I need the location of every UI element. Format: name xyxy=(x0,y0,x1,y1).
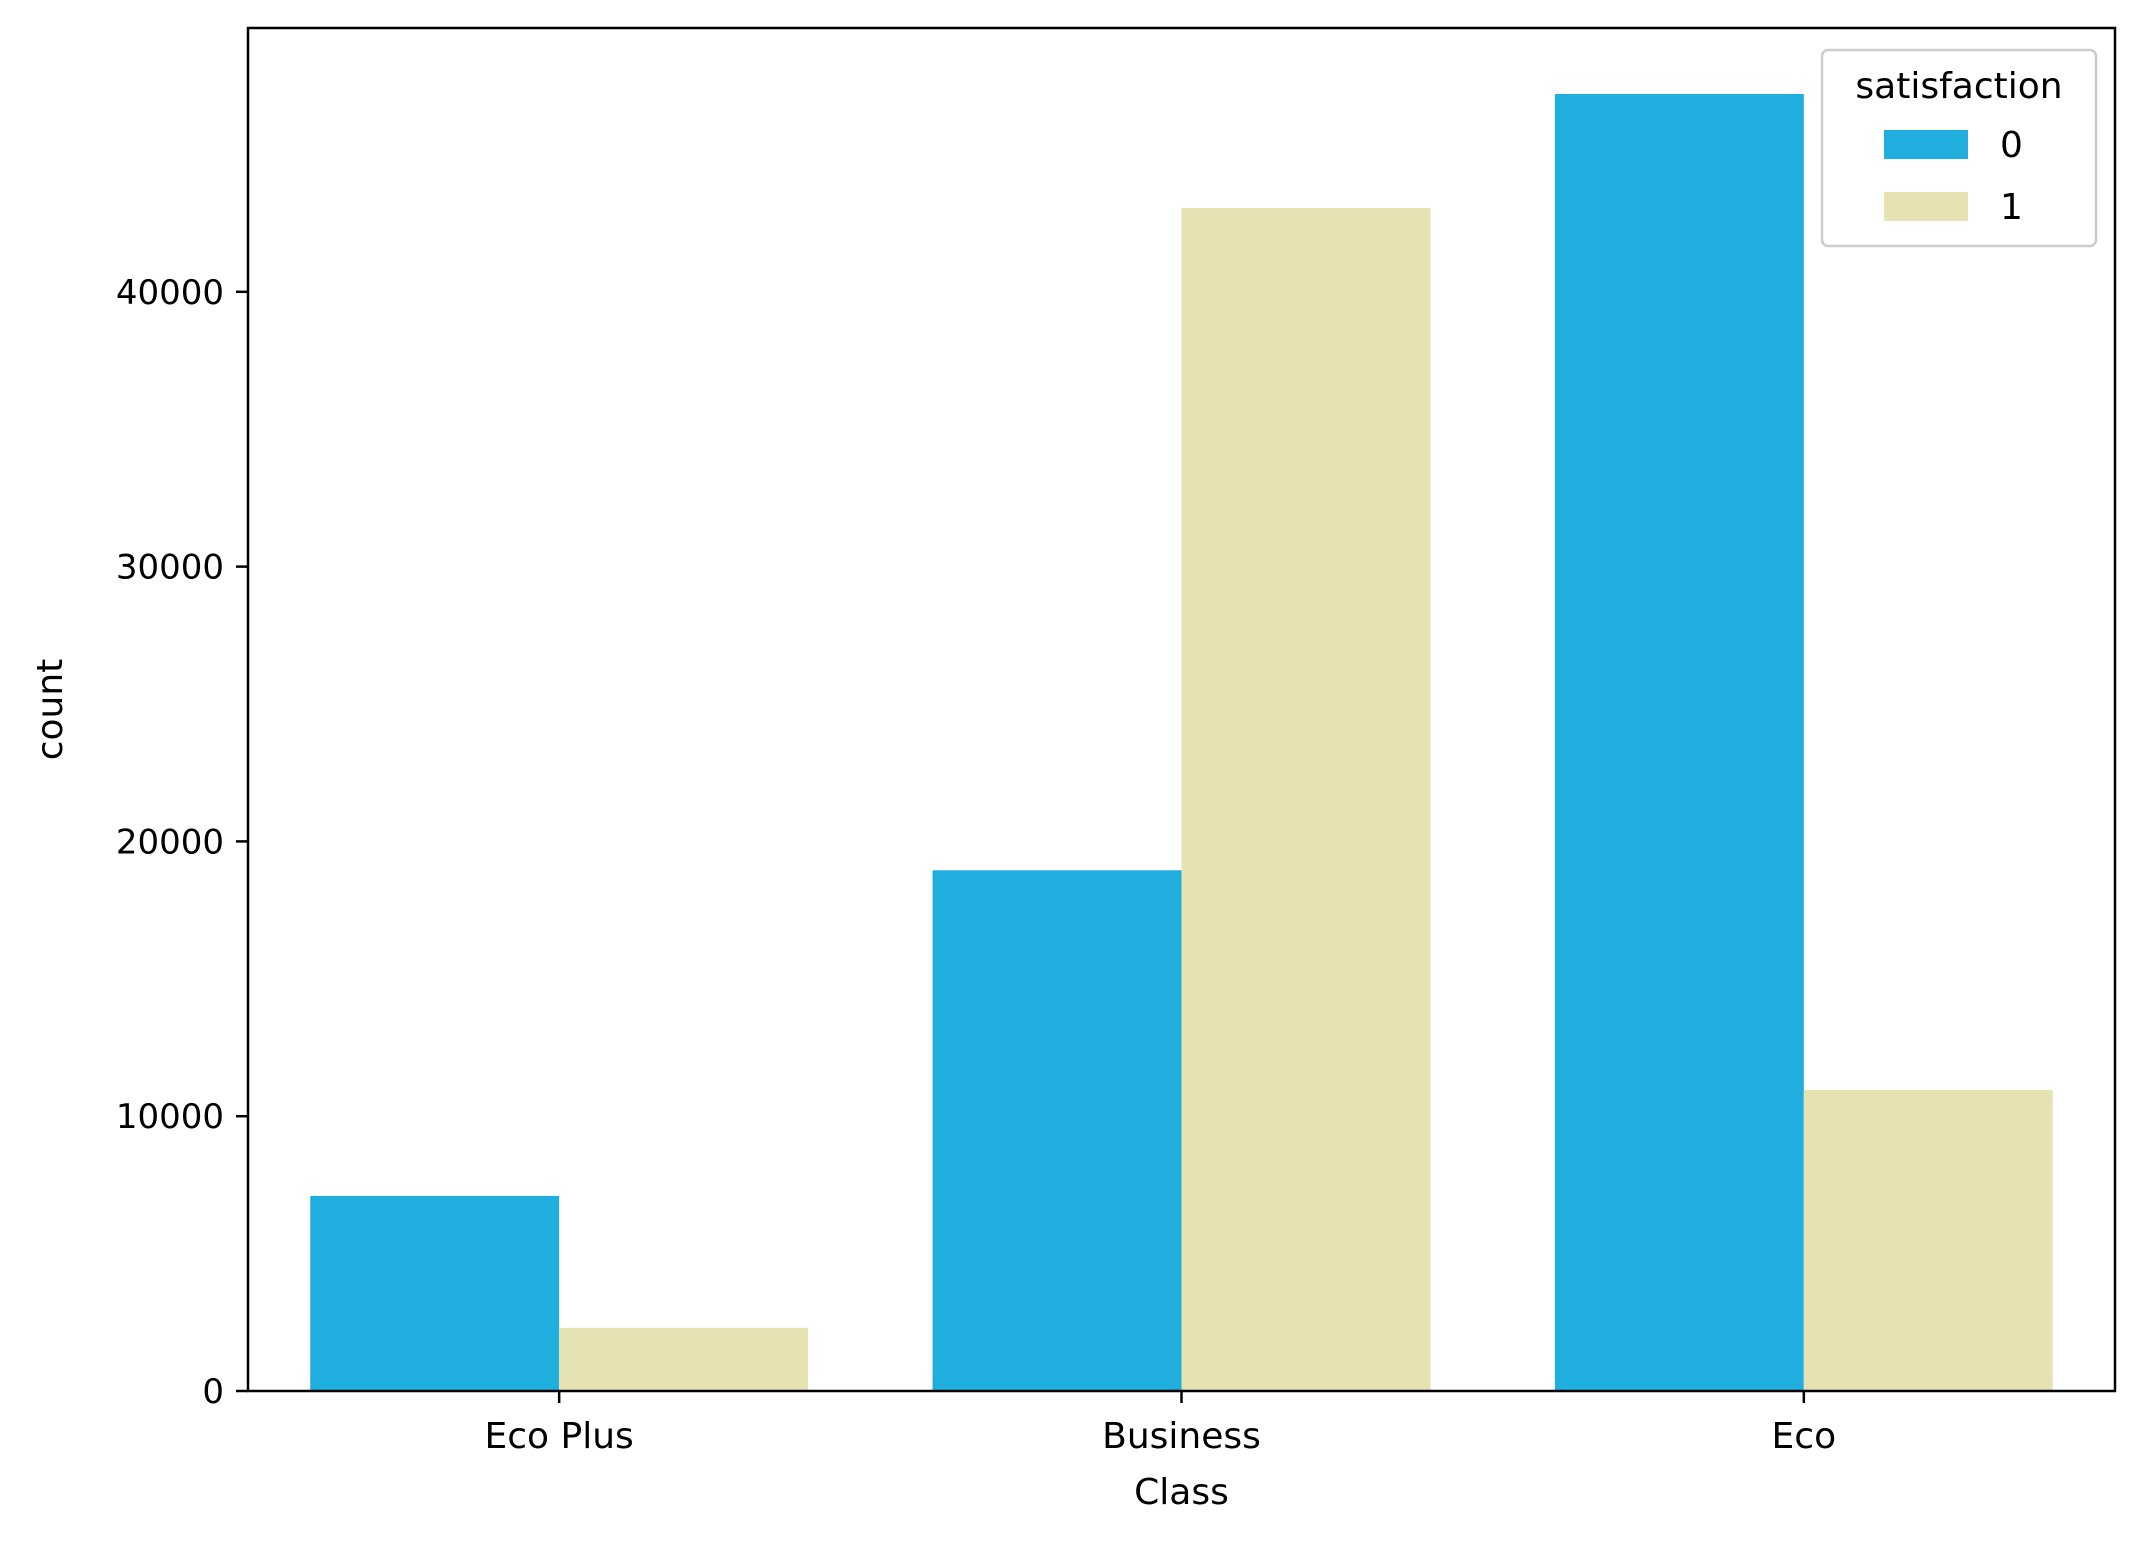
legend-swatch xyxy=(1884,130,1968,159)
y-tick-label: 40000 xyxy=(116,273,224,313)
bar-eco-series-1 xyxy=(1803,1090,2053,1391)
x-tick-label: Business xyxy=(1102,1416,1261,1457)
y-tick-label: 30000 xyxy=(116,548,224,588)
y-tick-label: 20000 xyxy=(116,822,224,862)
legend-label: 1 xyxy=(2000,187,2023,228)
x-tick-label: Eco xyxy=(1772,1416,1837,1457)
y-tick-label: 0 xyxy=(202,1372,224,1412)
legend: satisfaction 01 xyxy=(1820,48,2098,248)
bar-eco-series-0 xyxy=(1554,93,1804,1391)
y-tick-label: 10000 xyxy=(116,1097,224,1137)
legend-swatch xyxy=(1884,192,1968,221)
x-tick-label: Eco Plus xyxy=(485,1416,634,1457)
bar-business-series-1 xyxy=(1181,207,1431,1392)
bars-group xyxy=(310,93,2053,1392)
bar-eco-plus-series-0 xyxy=(310,1195,560,1391)
bar-eco-plus-series-1 xyxy=(559,1327,809,1391)
legend-title: satisfaction xyxy=(1855,66,2062,107)
axes-group: 0 10000 20000 30000 40000 Eco Plus Business Eco xyxy=(116,26,2117,1457)
legend-entries: 01 xyxy=(1884,125,2023,228)
bar-business-series-0 xyxy=(932,870,1182,1391)
legend-label: 0 xyxy=(2000,125,2023,166)
y-axis-label: count xyxy=(30,659,71,761)
x-axis-label: Class xyxy=(1134,1472,1229,1513)
